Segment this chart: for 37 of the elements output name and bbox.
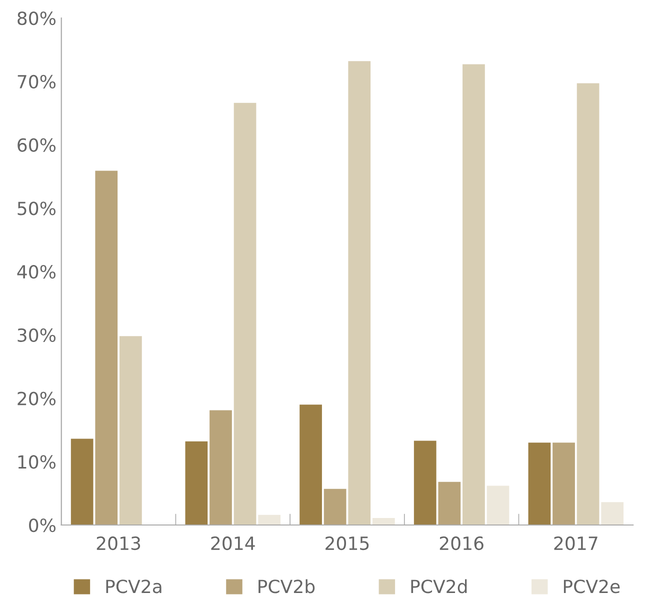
y-tick-label: 70% — [18, 74, 56, 88]
bar — [348, 61, 371, 525]
y-tick-label: 10% — [18, 455, 56, 469]
bar — [576, 83, 600, 525]
bar — [120, 336, 142, 525]
bar — [210, 410, 232, 525]
legend-label: PCV2b — [258, 579, 315, 594]
x-tick-label: 2014 — [211, 536, 255, 550]
bar — [552, 442, 575, 525]
y-tick-label: 60% — [18, 138, 56, 152]
legend-label: PCV2a — [106, 580, 162, 594]
bar — [372, 518, 395, 525]
bar — [300, 404, 322, 525]
bar — [95, 170, 118, 525]
bar — [528, 442, 551, 525]
x-tick-label: 2015 — [326, 536, 369, 550]
legend-label: PCV2e — [564, 580, 620, 594]
x-tick-label: 2013 — [96, 536, 140, 550]
bar — [414, 440, 436, 525]
bar — [462, 64, 485, 525]
bar — [486, 486, 510, 525]
y-tick-label: 40% — [17, 264, 56, 279]
bar — [234, 102, 256, 525]
x-tick-label: 2016 — [440, 536, 484, 550]
bar — [70, 438, 94, 525]
y-tick-label: 30% — [18, 328, 56, 342]
bar — [324, 488, 346, 525]
y-tick-label: 80% — [18, 11, 56, 26]
bar — [438, 482, 461, 525]
y-tick-label: 20% — [18, 392, 56, 406]
bar — [185, 441, 208, 525]
y-tick-label: 0% — [29, 518, 56, 532]
y-tick-label: 50% — [18, 202, 56, 216]
bar — [258, 514, 281, 525]
legend-label: PCV2d — [411, 579, 467, 594]
x-tick-label: 2017 — [554, 536, 598, 550]
bar — [601, 502, 624, 525]
